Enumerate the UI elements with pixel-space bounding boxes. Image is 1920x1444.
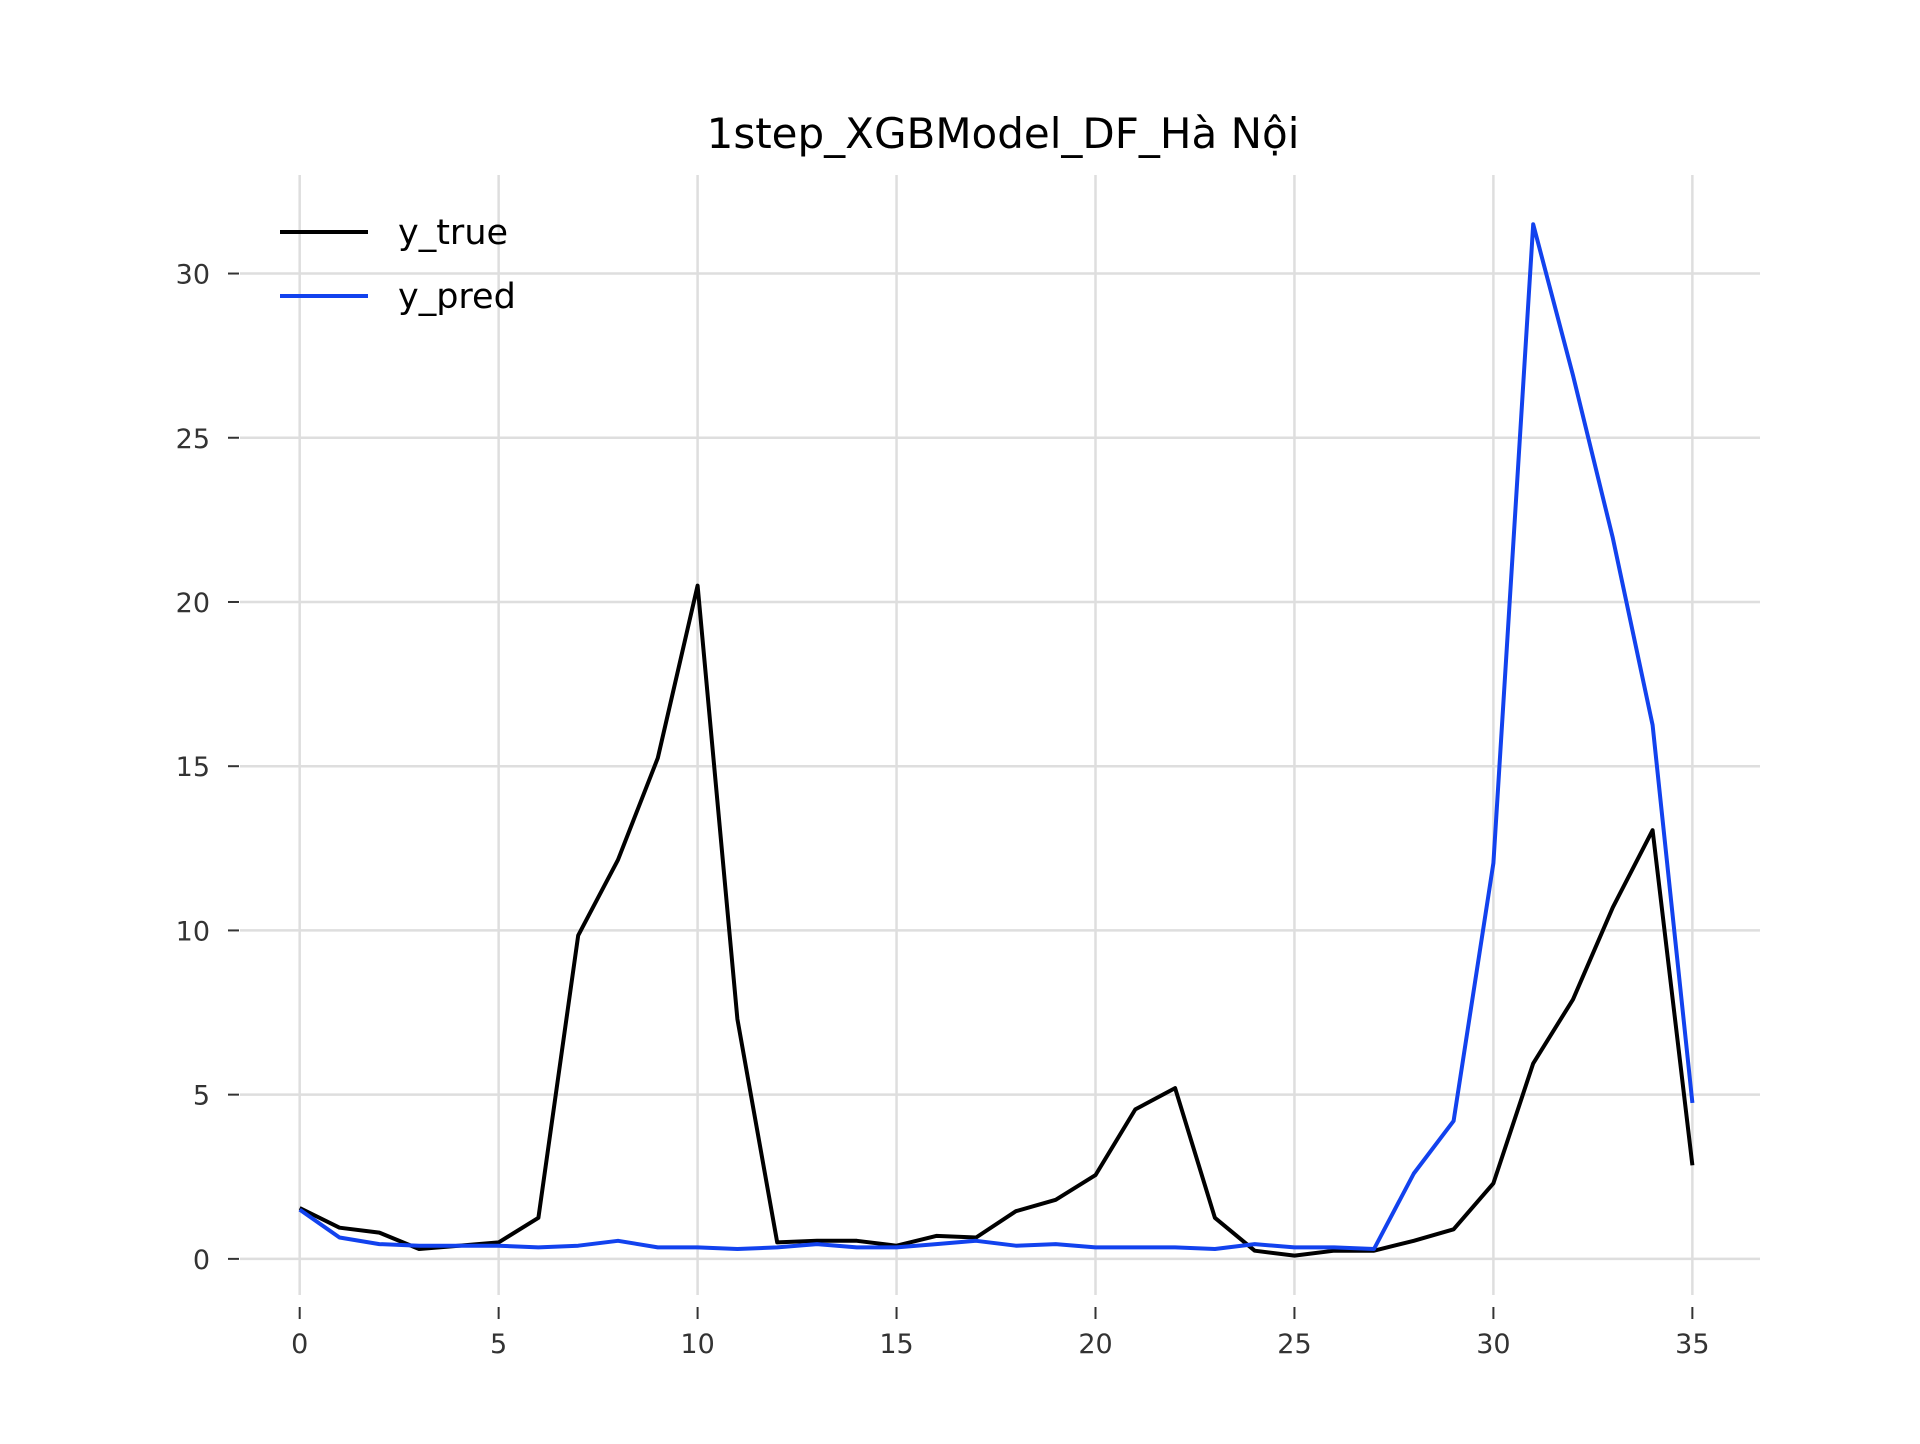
y-tick-label: 20 (176, 588, 210, 619)
y-tick-label: 15 (176, 752, 210, 783)
legend: y_true y_pred (280, 213, 516, 317)
x-tick-label: 25 (1277, 1329, 1311, 1360)
x-tick-label: 5 (490, 1329, 507, 1360)
x-tick-label: 35 (1675, 1329, 1709, 1360)
series-lines (298, 222, 1695, 1258)
series-line-y-true (298, 583, 1695, 1258)
x-tick-label: 20 (1078, 1329, 1112, 1360)
legend-label-y-true: y_true (398, 213, 508, 253)
grid (240, 175, 1760, 1295)
axes: 0 5 10 15 20 25 30 35 0 5 10 15 20 25 30 (176, 260, 1710, 1360)
x-tick-label: 10 (680, 1329, 714, 1360)
y-tick-label: 0 (193, 1245, 210, 1276)
x-tick-label: 15 (879, 1329, 913, 1360)
x-tick-label: 30 (1476, 1329, 1510, 1360)
chart-title: 1step_XGBModel_DF_Hà Nội (707, 109, 1300, 158)
legend-label-y-pred: y_pred (398, 277, 516, 317)
y-tick-label: 10 (176, 916, 210, 947)
series-line-y-pred (298, 222, 1695, 1251)
y-tick-label: 25 (176, 424, 210, 455)
y-tick-label: 30 (176, 260, 210, 291)
x-tick-label: 0 (291, 1329, 308, 1360)
y-tick-label: 5 (193, 1081, 210, 1112)
